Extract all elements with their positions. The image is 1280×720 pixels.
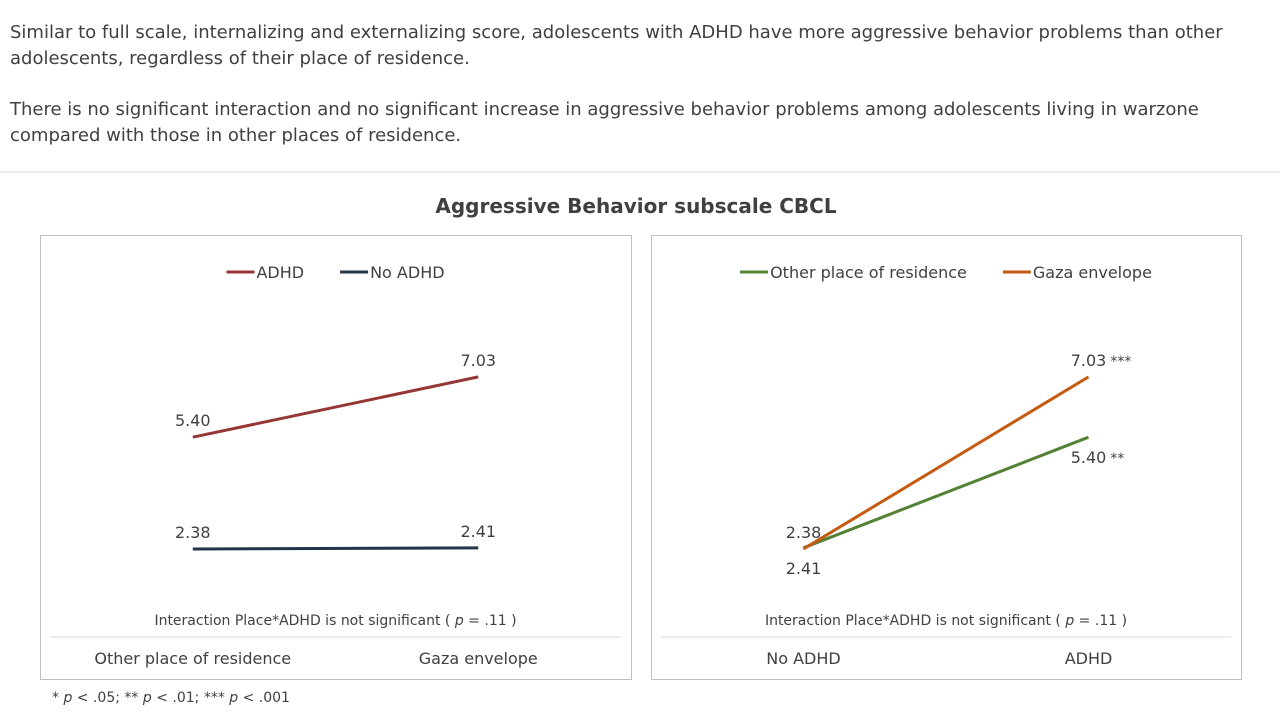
line xyxy=(192,375,479,439)
paragraph: There is no significant interaction and … xyxy=(10,99,1199,146)
data-label: 2.41 xyxy=(460,522,496,541)
panel xyxy=(651,235,1242,680)
note-part: p xyxy=(142,690,152,706)
note: Interaction Place*ADHD is not significan… xyxy=(154,613,516,629)
note-part: < .05; ** xyxy=(72,690,143,706)
note-part: p xyxy=(228,690,238,706)
x-tick-label: No ADHD xyxy=(766,649,840,668)
legend-label: ADHD xyxy=(256,263,304,282)
data-label: 2.38 xyxy=(175,523,211,542)
text-block: Similar to full scale, internalizing and… xyxy=(10,20,1272,174)
note-part: = .11 ) xyxy=(1074,613,1127,629)
legend-label: Gaza envelope xyxy=(1033,263,1152,282)
note-part: = .11 ) xyxy=(464,613,517,629)
note-part: < .001 xyxy=(238,690,290,706)
line xyxy=(802,435,1090,550)
significance: *** xyxy=(1110,354,1131,370)
x-tick-label: Gaza envelope xyxy=(419,649,538,668)
data-label: 7.03 xyxy=(1071,351,1107,370)
chart-title: Aggressive Behavior subscale CBCL xyxy=(435,194,836,218)
line xyxy=(192,546,479,551)
note: * p < .05; ** p < .01; *** p < .001 xyxy=(52,690,290,706)
paragraph: Similar to full scale, internalizing and… xyxy=(10,22,1223,69)
note-part: Interaction Place*ADHD is not significan… xyxy=(154,613,454,629)
data-label: 7.03 xyxy=(460,351,496,370)
note-part: Interaction Place*ADHD is not significan… xyxy=(765,613,1065,629)
note-part: p xyxy=(454,613,464,629)
note-part: p xyxy=(62,690,72,706)
note-part: p xyxy=(1064,613,1074,629)
x-tick-label: Other place of residence xyxy=(94,649,291,668)
legend: Other place of residence Gaza envelope xyxy=(740,263,1152,282)
note: Interaction Place*ADHD is not significan… xyxy=(765,613,1127,629)
x-tick-label: ADHD xyxy=(1065,649,1113,668)
data-label: 2.41 xyxy=(786,559,822,578)
legend-label: No ADHD xyxy=(370,263,444,282)
panel xyxy=(40,235,632,680)
significance: ** xyxy=(1110,451,1124,467)
line xyxy=(802,375,1090,551)
data-label: 2.38 xyxy=(786,523,822,542)
data-label: 5.40 xyxy=(175,411,211,430)
legend: ADHD No ADHD xyxy=(226,263,445,282)
note-part: < .01; *** xyxy=(152,690,230,706)
data-label: 5.40 xyxy=(1071,448,1107,467)
legend-label: Other place of residence xyxy=(770,263,967,282)
note-part: * xyxy=(52,690,63,706)
